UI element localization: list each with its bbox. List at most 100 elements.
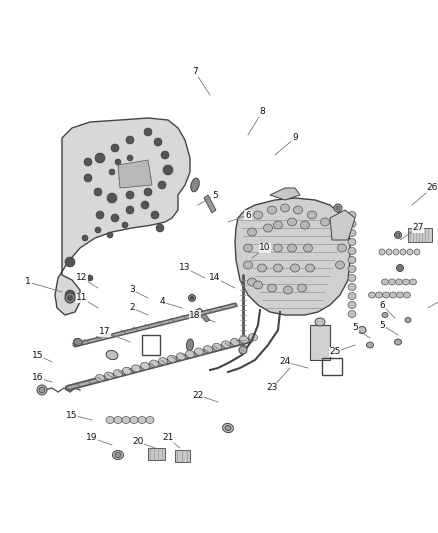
Ellipse shape xyxy=(244,261,252,269)
Text: 27: 27 xyxy=(412,223,424,232)
Ellipse shape xyxy=(186,350,194,358)
Ellipse shape xyxy=(123,367,131,374)
Ellipse shape xyxy=(126,206,134,214)
Ellipse shape xyxy=(348,212,356,219)
Ellipse shape xyxy=(106,350,118,360)
Ellipse shape xyxy=(348,265,356,272)
Text: 13: 13 xyxy=(179,263,191,272)
Polygon shape xyxy=(235,198,350,315)
Ellipse shape xyxy=(156,224,164,232)
Ellipse shape xyxy=(107,232,113,238)
Ellipse shape xyxy=(273,264,283,272)
Text: 5: 5 xyxy=(379,320,385,329)
Text: 2: 2 xyxy=(129,303,135,312)
Ellipse shape xyxy=(403,279,410,285)
Ellipse shape xyxy=(348,221,356,228)
Ellipse shape xyxy=(290,264,300,272)
Ellipse shape xyxy=(194,348,203,355)
Ellipse shape xyxy=(280,204,290,212)
Ellipse shape xyxy=(307,211,317,219)
Text: 1: 1 xyxy=(25,278,31,287)
Polygon shape xyxy=(310,325,330,360)
Ellipse shape xyxy=(261,244,269,252)
Ellipse shape xyxy=(348,284,356,290)
Ellipse shape xyxy=(177,353,185,360)
Ellipse shape xyxy=(268,284,276,292)
Ellipse shape xyxy=(336,206,340,210)
Ellipse shape xyxy=(115,453,121,457)
Ellipse shape xyxy=(159,358,167,365)
Text: 10: 10 xyxy=(259,244,271,253)
Ellipse shape xyxy=(367,342,374,348)
Ellipse shape xyxy=(254,211,262,219)
Ellipse shape xyxy=(334,204,342,212)
Ellipse shape xyxy=(410,279,417,285)
Ellipse shape xyxy=(95,153,105,163)
Polygon shape xyxy=(330,210,355,240)
Ellipse shape xyxy=(37,385,47,395)
Ellipse shape xyxy=(358,327,366,334)
Ellipse shape xyxy=(84,158,92,166)
Ellipse shape xyxy=(336,261,345,269)
Text: 20: 20 xyxy=(132,438,144,447)
Text: 19: 19 xyxy=(86,433,98,442)
Ellipse shape xyxy=(395,231,402,238)
Ellipse shape xyxy=(94,188,102,196)
Ellipse shape xyxy=(151,211,159,219)
Ellipse shape xyxy=(396,264,403,271)
Ellipse shape xyxy=(144,188,152,196)
Ellipse shape xyxy=(127,155,133,161)
Ellipse shape xyxy=(258,264,266,272)
Ellipse shape xyxy=(212,343,222,350)
Ellipse shape xyxy=(283,286,293,294)
Polygon shape xyxy=(118,160,152,188)
Ellipse shape xyxy=(382,292,389,298)
Ellipse shape xyxy=(158,181,166,189)
Text: 22: 22 xyxy=(192,391,204,400)
Ellipse shape xyxy=(107,193,117,203)
Ellipse shape xyxy=(273,244,283,252)
Ellipse shape xyxy=(321,218,329,226)
Ellipse shape xyxy=(106,416,114,424)
Ellipse shape xyxy=(119,175,125,181)
Text: 8: 8 xyxy=(259,108,265,117)
Ellipse shape xyxy=(122,222,128,228)
Ellipse shape xyxy=(348,302,356,309)
Ellipse shape xyxy=(74,338,82,345)
Ellipse shape xyxy=(348,230,356,237)
Ellipse shape xyxy=(187,339,194,351)
Text: 5: 5 xyxy=(212,190,218,199)
Text: 15: 15 xyxy=(32,351,44,359)
Ellipse shape xyxy=(145,175,151,181)
Text: 5: 5 xyxy=(352,324,358,333)
Polygon shape xyxy=(175,450,190,462)
Ellipse shape xyxy=(300,221,310,229)
Ellipse shape xyxy=(130,416,138,424)
Ellipse shape xyxy=(39,387,45,393)
Ellipse shape xyxy=(333,228,343,236)
Ellipse shape xyxy=(144,128,152,136)
Ellipse shape xyxy=(375,292,382,298)
Ellipse shape xyxy=(113,369,123,377)
Ellipse shape xyxy=(247,278,257,286)
Ellipse shape xyxy=(244,244,252,252)
Ellipse shape xyxy=(398,266,402,270)
Ellipse shape xyxy=(405,318,411,322)
Text: 25: 25 xyxy=(329,348,341,357)
Ellipse shape xyxy=(67,295,73,301)
Ellipse shape xyxy=(141,362,149,369)
Ellipse shape xyxy=(389,292,396,298)
Text: 11: 11 xyxy=(76,294,88,303)
Ellipse shape xyxy=(382,312,388,318)
Text: 7: 7 xyxy=(192,68,198,77)
Text: 6: 6 xyxy=(245,211,251,220)
Ellipse shape xyxy=(348,293,356,300)
Ellipse shape xyxy=(268,206,276,214)
Ellipse shape xyxy=(161,151,169,159)
Ellipse shape xyxy=(348,274,356,281)
Ellipse shape xyxy=(126,136,134,144)
Ellipse shape xyxy=(239,346,247,354)
Ellipse shape xyxy=(138,416,146,424)
Text: 21: 21 xyxy=(162,433,174,442)
Text: 12: 12 xyxy=(76,273,88,282)
